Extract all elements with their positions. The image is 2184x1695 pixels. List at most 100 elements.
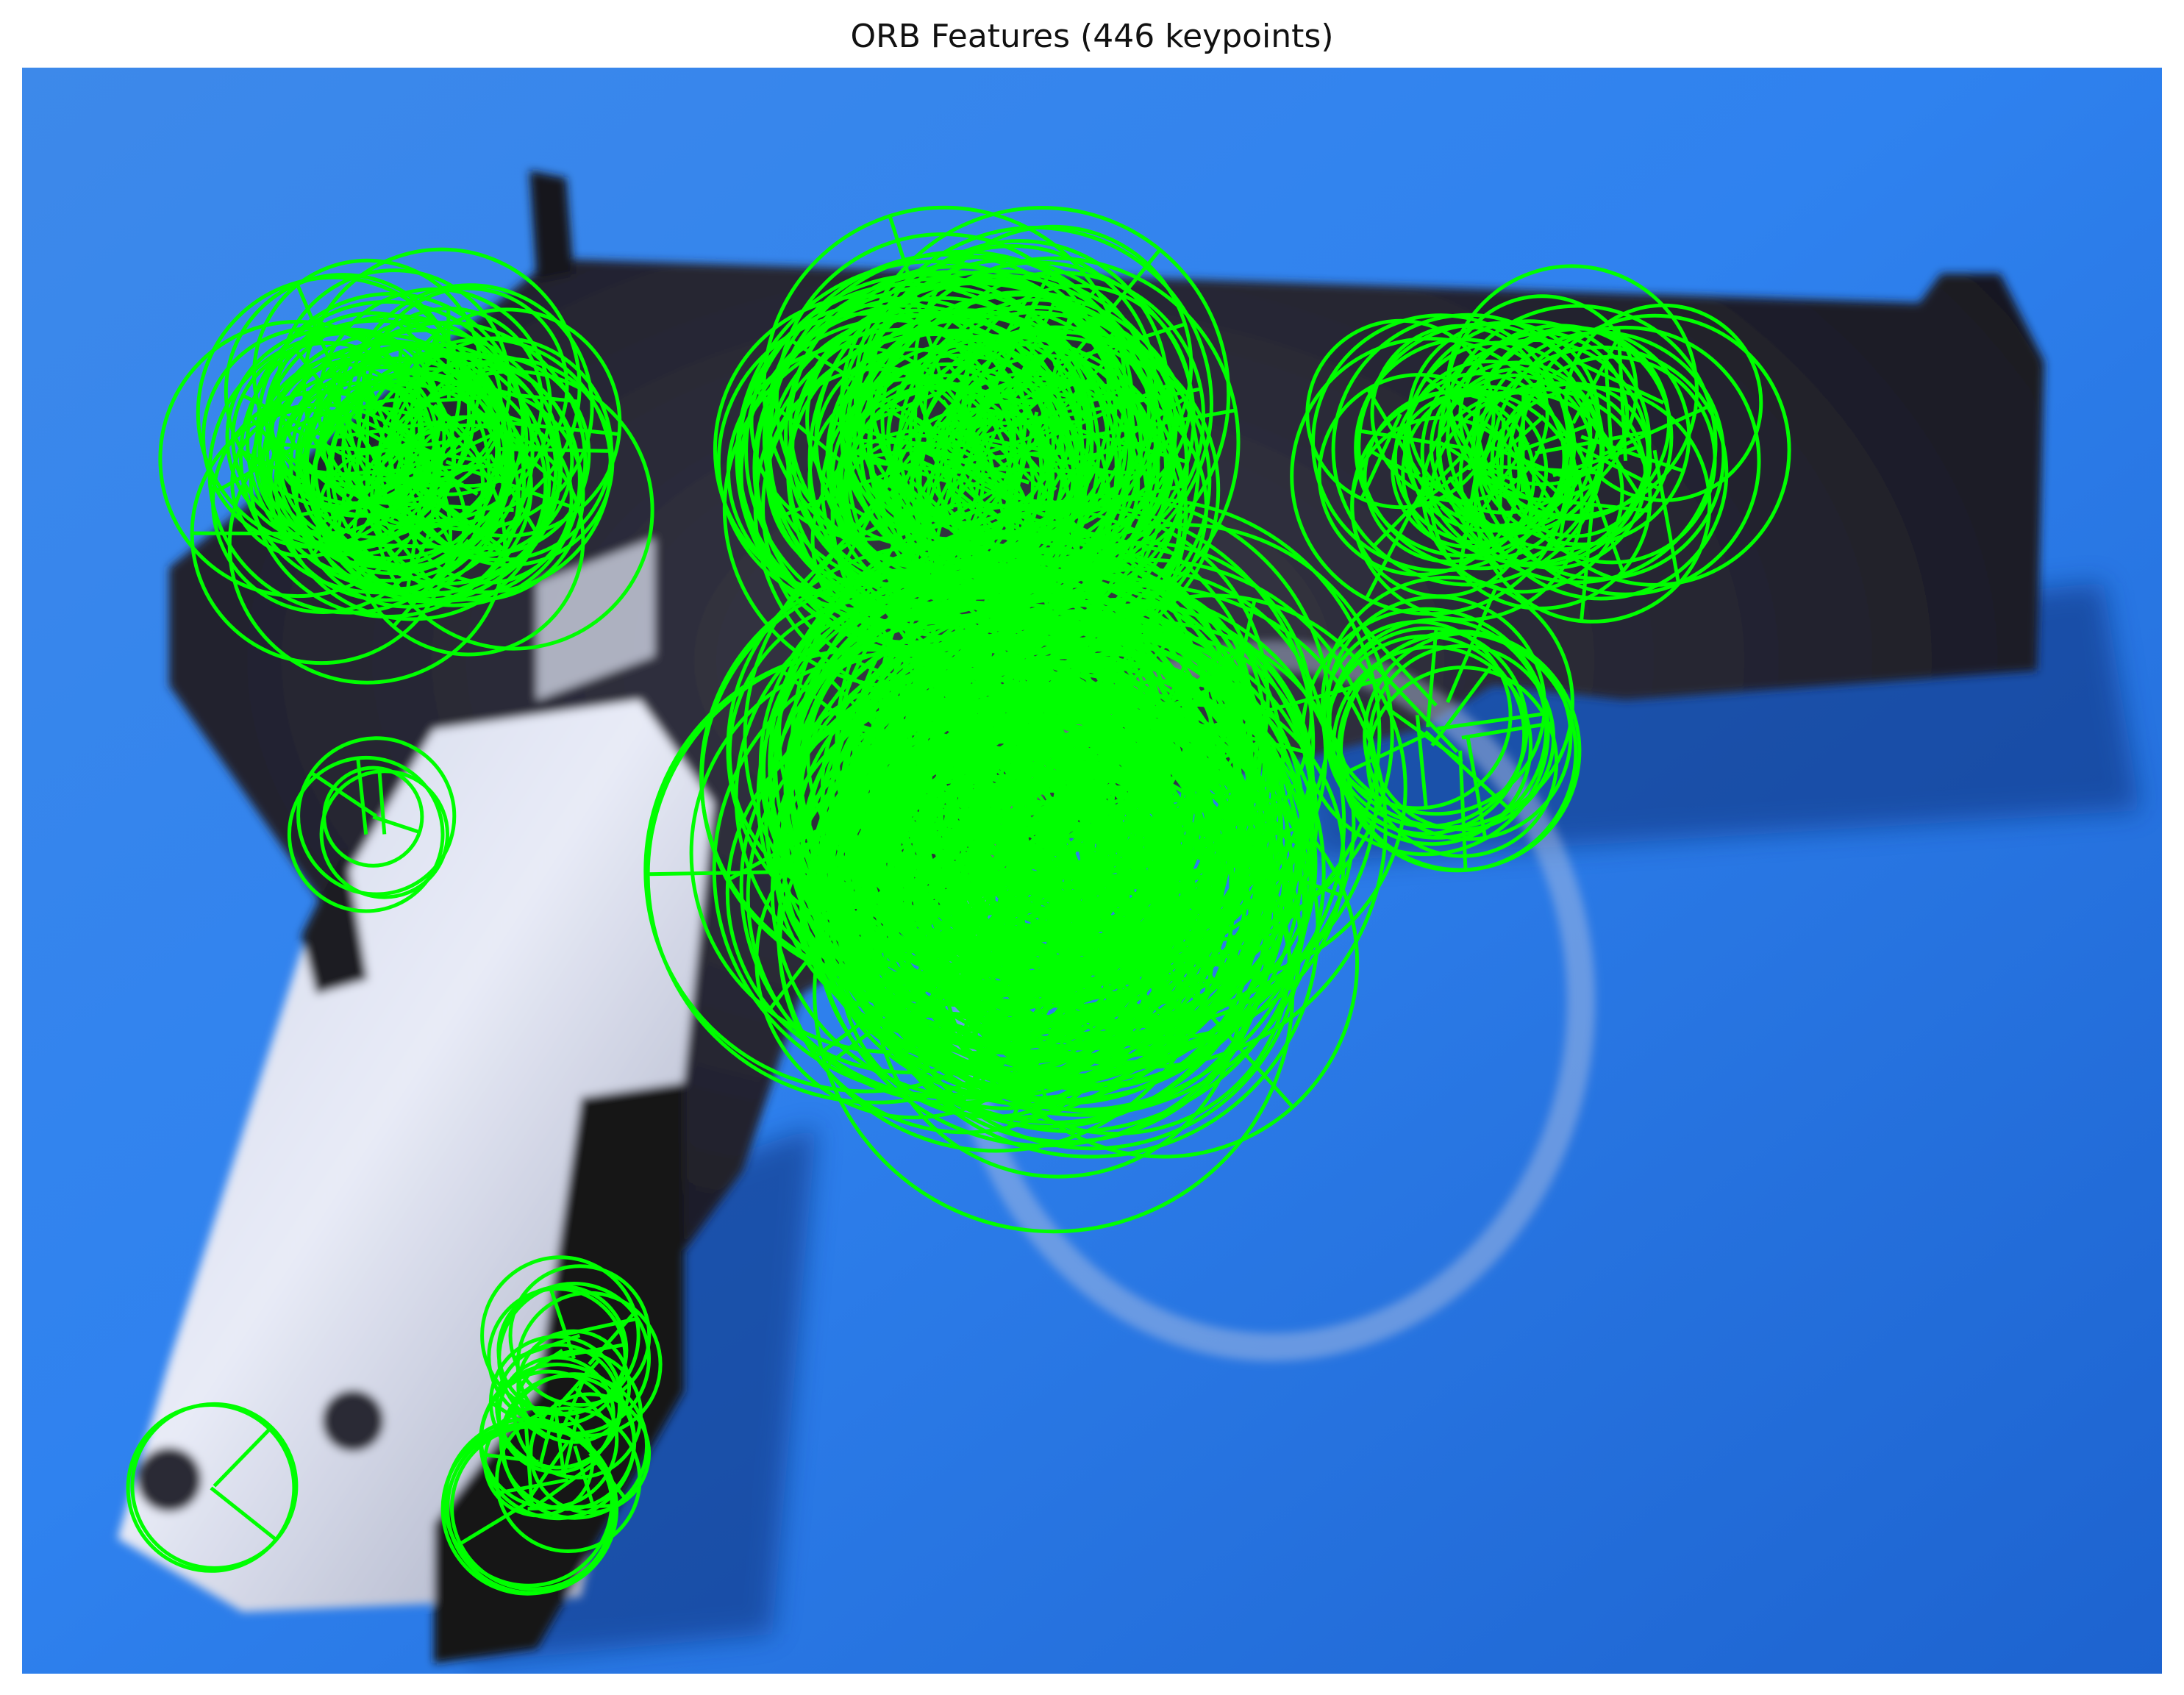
keypoint-circle — [450, 1424, 617, 1591]
keypoint-circle — [529, 1392, 652, 1515]
keypoint-orientation — [1029, 825, 1147, 1040]
keypoint-circle — [1018, 582, 1252, 816]
keypoint-orientation — [532, 1458, 601, 1510]
keypoint-orientation — [1570, 390, 1641, 497]
keypoint-orientation — [1028, 752, 1121, 860]
keypoint-orientation — [371, 338, 441, 416]
keypoint-orientation — [1466, 735, 1488, 838]
keypoint-orientation — [524, 1424, 535, 1509]
keypoint-orientation — [1652, 449, 1680, 583]
keypoint-orientation — [1446, 586, 1498, 704]
keypoint-orientation — [941, 347, 1056, 449]
keypoint-orientation — [1374, 664, 1459, 754]
keypoint-orientation — [1498, 417, 1506, 513]
keypoint-circle — [882, 763, 1096, 977]
keypoint-circle — [287, 755, 445, 913]
keypoint-circle — [515, 1291, 663, 1438]
keypoint-orientation — [1361, 624, 1438, 707]
keypoint-circle — [991, 754, 1260, 1025]
keypoint-orientation — [1426, 628, 1438, 728]
keypoint-orientation — [1060, 396, 1186, 482]
keypoint-orientation — [572, 1385, 613, 1428]
keypoint-circle — [787, 328, 1075, 616]
keypoint-circle — [230, 407, 381, 559]
keypoint-orientation — [250, 417, 325, 504]
keypoint-orientation — [1480, 415, 1545, 474]
keypoint-circle — [910, 330, 1212, 632]
keypoint-orientation — [213, 1426, 273, 1488]
keypoint-circle — [1032, 646, 1240, 853]
orb-feature-image — [22, 68, 2162, 1674]
keypoint-orientation — [1384, 705, 1463, 763]
keypoint-orientation — [957, 480, 1054, 570]
keypoint-orientation — [377, 771, 387, 835]
keypoint-orientation — [239, 449, 307, 485]
keypoint-orientation — [1430, 665, 1493, 747]
keypoint-orientation — [1045, 838, 1160, 981]
keypoint-circle — [274, 343, 552, 621]
keypoint-circle — [889, 718, 1170, 999]
keypoint-circle — [699, 573, 1116, 989]
keypoint-circle — [238, 318, 515, 595]
keypoint-orientation — [1461, 721, 1553, 740]
figure-title: ORB Features (446 keypoints) — [850, 18, 1334, 55]
keypoint-orientation — [242, 393, 329, 440]
keypoint-circle — [370, 386, 585, 602]
keypoint-orientation — [916, 490, 951, 614]
keypoint-circle — [231, 340, 425, 535]
keypoint-circle — [895, 618, 1157, 879]
keypoint-orientation — [315, 468, 413, 478]
keypoint-circle — [319, 769, 449, 899]
keypoint-orientation — [993, 888, 1126, 896]
keypoint-orientation — [418, 496, 489, 550]
keypoint-orientation — [372, 815, 421, 834]
keypoint-orientation — [1521, 392, 1526, 493]
keypoint-circle — [1322, 620, 1513, 810]
image-canvas — [22, 68, 2162, 1674]
keypoint-overlay — [126, 205, 1791, 1596]
keypoint-circle — [401, 413, 574, 585]
keypoint-circle — [868, 256, 1241, 628]
keypoint-orientation — [950, 747, 1028, 855]
keypoint-circle — [316, 287, 552, 523]
keypoint-orientation — [1076, 779, 1137, 872]
keypoint-orientation — [847, 467, 938, 628]
keypoint-orientation — [999, 446, 1100, 551]
keypoint-circle — [1405, 340, 1593, 528]
keypoint-orientation — [1458, 440, 1530, 543]
keypoint-circle — [923, 719, 1226, 1023]
keypoint-circle — [814, 347, 1013, 547]
keypoint-orientation — [1008, 512, 1182, 557]
keypoint-orientation — [390, 341, 404, 458]
keypoint-orientation — [407, 460, 510, 482]
keypoint-orientation — [891, 851, 921, 947]
keypoint-circle — [1363, 631, 1573, 841]
keypoint-orientation — [456, 1500, 529, 1547]
keypoint-orientation — [930, 423, 1066, 474]
keypoint-circle — [969, 673, 1186, 890]
keypoint-orientation — [946, 390, 976, 490]
keypoint-circle — [276, 268, 512, 504]
keypoint-circle — [1321, 575, 1574, 829]
keypoint-circle — [488, 1335, 624, 1470]
keypoint-orientation — [1440, 505, 1505, 573]
keypoint-orientation — [527, 1504, 613, 1511]
keypoint-circle — [1564, 303, 1763, 502]
keypoint-orientation — [1574, 360, 1665, 405]
keypoint-orientation — [987, 396, 1132, 404]
keypoint-circle — [897, 305, 1173, 580]
keypoint-orientation — [990, 733, 1066, 825]
keypoint-orientation — [1074, 869, 1220, 911]
keypoint-circle — [924, 381, 1188, 644]
keypoint-circle — [296, 736, 457, 896]
keypoint-circle — [821, 362, 1077, 619]
keypoint-orientation — [562, 1413, 580, 1477]
keypoint-circle — [482, 1406, 595, 1518]
keypoint-circle — [1326, 595, 1546, 816]
keypoint-circle — [754, 270, 1151, 666]
keypoint-orientation — [1133, 697, 1210, 788]
keypoint-orientation — [1580, 504, 1595, 621]
keypoint-circle — [766, 313, 1066, 613]
keypoint-circle — [495, 1406, 642, 1554]
keypoint-circle — [508, 1264, 652, 1407]
